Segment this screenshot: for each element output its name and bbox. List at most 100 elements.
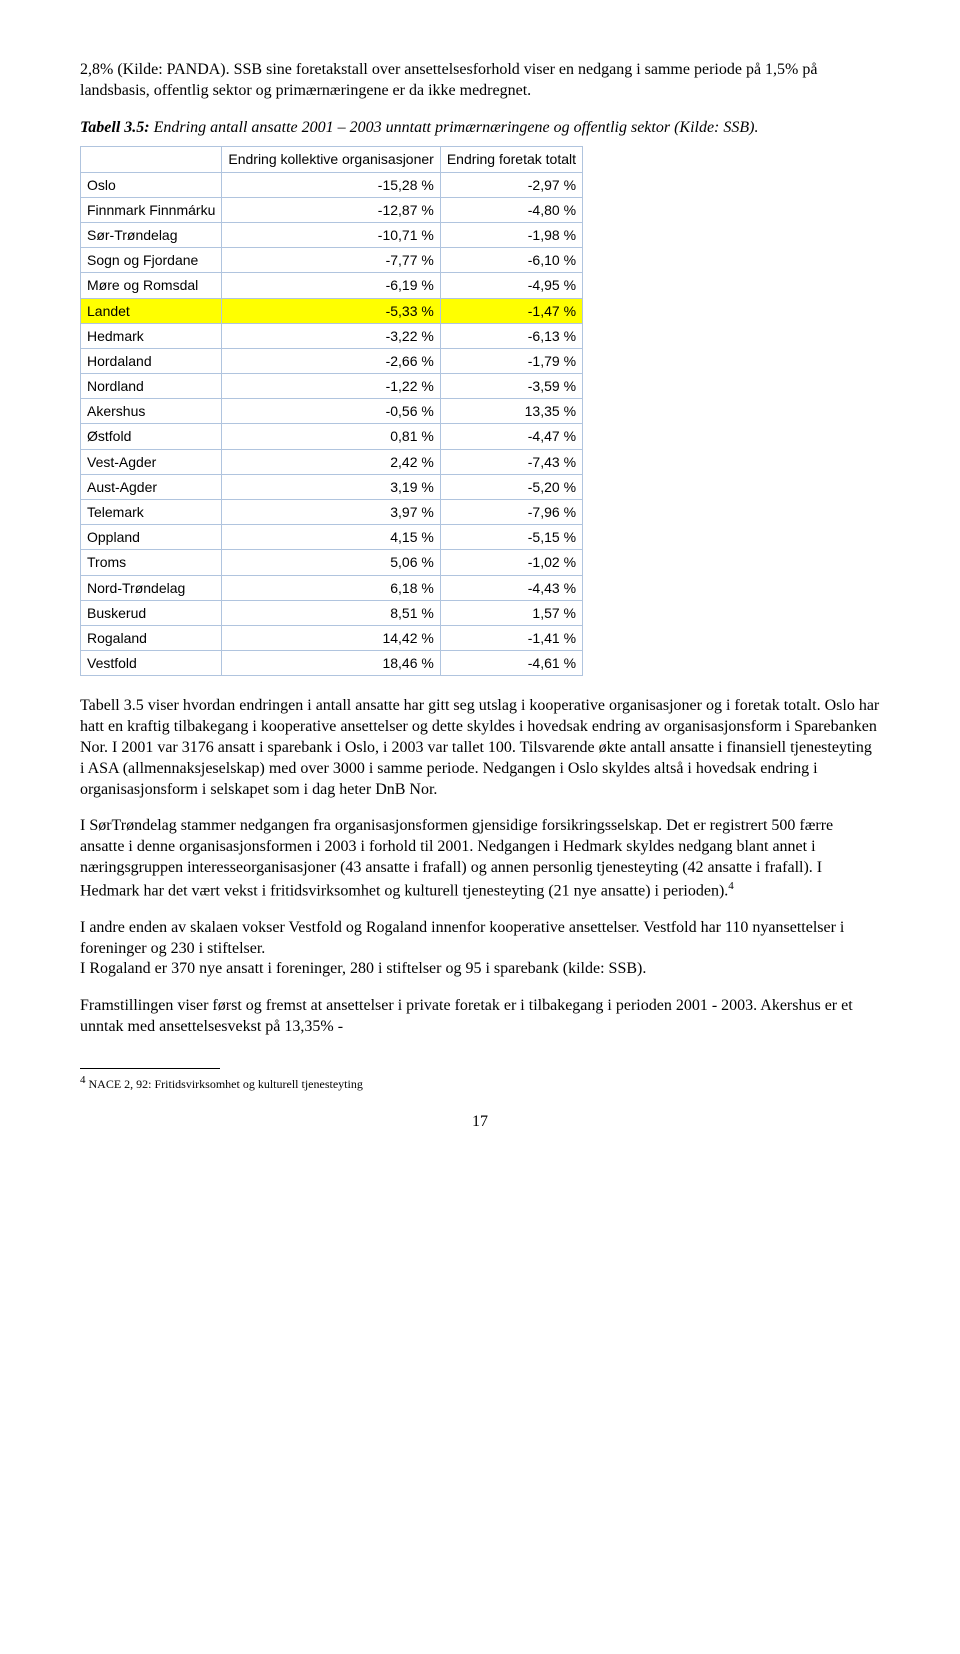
value-cell: -1,22 % (222, 374, 440, 399)
table-row: Finnmark Finnmárku-12,87 %-4,80 % (81, 197, 583, 222)
value-cell: -1,98 % (440, 222, 582, 247)
table-row: Hordaland-2,66 %-1,79 % (81, 348, 583, 373)
region-cell: Nord-Trøndelag (81, 575, 222, 600)
value-cell: 13,35 % (440, 399, 582, 424)
value-cell: -3,59 % (440, 374, 582, 399)
table-caption-label: Tabell 3.5: (80, 119, 150, 136)
region-cell: Telemark (81, 500, 222, 525)
body-paragraph: Framstillingen viser først og fremst at … (80, 996, 880, 1038)
region-cell: Rogaland (81, 625, 222, 650)
value-cell: 1,57 % (440, 600, 582, 625)
region-cell: Hordaland (81, 348, 222, 373)
table-row: Sør-Trøndelag-10,71 %-1,98 % (81, 222, 583, 247)
region-cell: Buskerud (81, 600, 222, 625)
region-cell: Vestfold (81, 651, 222, 676)
value-cell: 14,42 % (222, 625, 440, 650)
body-paragraph: I andre enden av skalaen vokser Vestfold… (80, 918, 880, 980)
footnote: 4 NACE 2, 92: Fritidsvirksomhet og kultu… (80, 1073, 880, 1093)
table-header-cell (81, 147, 222, 172)
region-cell: Akershus (81, 399, 222, 424)
table-caption-text: Endring antall ansatte 2001 – 2003 unnta… (150, 119, 759, 136)
region-cell: Troms (81, 550, 222, 575)
paragraph-text: I Rogaland er 370 nye ansatt i foreninge… (80, 960, 646, 977)
value-cell: -6,19 % (222, 273, 440, 298)
table-row: Buskerud8,51 %1,57 % (81, 600, 583, 625)
value-cell: -4,43 % (440, 575, 582, 600)
table-row: Telemark3,97 %-7,96 % (81, 500, 583, 525)
value-cell: -1,79 % (440, 348, 582, 373)
value-cell: 4,15 % (222, 525, 440, 550)
value-cell: -4,61 % (440, 651, 582, 676)
value-cell: 8,51 % (222, 600, 440, 625)
table-row: Nord-Trøndelag6,18 %-4,43 % (81, 575, 583, 600)
region-cell: Vest-Agder (81, 449, 222, 474)
table-header-row: Endring kollektive organisasjoner Endrin… (81, 147, 583, 172)
value-cell: -2,66 % (222, 348, 440, 373)
region-cell: Hedmark (81, 323, 222, 348)
table-row: Oppland4,15 %-5,15 % (81, 525, 583, 550)
table-row: Oslo-15,28 %-2,97 % (81, 172, 583, 197)
table-row: Sogn og Fjordane-7,77 %-6,10 % (81, 248, 583, 273)
table-row: Østfold0,81 %-4,47 % (81, 424, 583, 449)
body-paragraph: I SørTrøndelag stammer nedgangen fra org… (80, 816, 880, 902)
region-cell: Aust-Agder (81, 474, 222, 499)
value-cell: -1,47 % (440, 298, 582, 323)
table-header-cell: Endring foretak totalt (440, 147, 582, 172)
value-cell: -6,13 % (440, 323, 582, 348)
page-number: 17 (80, 1112, 880, 1133)
table-header-cell: Endring kollektive organisasjoner (222, 147, 440, 172)
paragraph-text: I andre enden av skalaen vokser Vestfold… (80, 919, 844, 957)
footnote-ref: 4 (728, 880, 734, 892)
value-cell: 18,46 % (222, 651, 440, 676)
region-cell: Sør-Trøndelag (81, 222, 222, 247)
value-cell: 0,81 % (222, 424, 440, 449)
value-cell: -2,97 % (440, 172, 582, 197)
data-table: Endring kollektive organisasjoner Endrin… (80, 146, 583, 676)
value-cell: 3,97 % (222, 500, 440, 525)
region-cell: Oppland (81, 525, 222, 550)
footnote-text: NACE 2, 92: Fritidsvirksomhet og kulture… (86, 1077, 363, 1091)
value-cell: -4,47 % (440, 424, 582, 449)
table-caption: Tabell 3.5: Endring antall ansatte 2001 … (80, 118, 880, 139)
value-cell: -6,10 % (440, 248, 582, 273)
value-cell: -3,22 % (222, 323, 440, 348)
region-cell: Finnmark Finnmárku (81, 197, 222, 222)
value-cell: -10,71 % (222, 222, 440, 247)
value-cell: -4,80 % (440, 197, 582, 222)
table-row: Vestfold18,46 %-4,61 % (81, 651, 583, 676)
table-row: Landet-5,33 %-1,47 % (81, 298, 583, 323)
region-cell: Landet (81, 298, 222, 323)
value-cell: 3,19 % (222, 474, 440, 499)
region-cell: Sogn og Fjordane (81, 248, 222, 273)
region-cell: Nordland (81, 374, 222, 399)
value-cell: -15,28 % (222, 172, 440, 197)
region-cell: Møre og Romsdal (81, 273, 222, 298)
table-row: Troms5,06 %-1,02 % (81, 550, 583, 575)
value-cell: -5,15 % (440, 525, 582, 550)
region-cell: Østfold (81, 424, 222, 449)
value-cell: -4,95 % (440, 273, 582, 298)
table-row: Nordland-1,22 %-3,59 % (81, 374, 583, 399)
value-cell: -5,33 % (222, 298, 440, 323)
value-cell: -5,20 % (440, 474, 582, 499)
body-paragraph: Tabell 3.5 viser hvordan endringen i ant… (80, 696, 880, 800)
value-cell: -1,41 % (440, 625, 582, 650)
value-cell: -1,02 % (440, 550, 582, 575)
value-cell: 6,18 % (222, 575, 440, 600)
table-row: Akershus-0,56 %13,35 % (81, 399, 583, 424)
value-cell: -0,56 % (222, 399, 440, 424)
table-row: Møre og Romsdal-6,19 %-4,95 % (81, 273, 583, 298)
value-cell: 5,06 % (222, 550, 440, 575)
value-cell: 2,42 % (222, 449, 440, 474)
region-cell: Oslo (81, 172, 222, 197)
value-cell: -7,96 % (440, 500, 582, 525)
value-cell: -12,87 % (222, 197, 440, 222)
table-row: Aust-Agder3,19 %-5,20 % (81, 474, 583, 499)
table-row: Rogaland14,42 %-1,41 % (81, 625, 583, 650)
value-cell: -7,77 % (222, 248, 440, 273)
value-cell: -7,43 % (440, 449, 582, 474)
footnote-separator (80, 1068, 220, 1069)
table-row: Vest-Agder2,42 %-7,43 % (81, 449, 583, 474)
intro-paragraph: 2,8% (Kilde: PANDA). SSB sine foretaksta… (80, 60, 880, 102)
table-row: Hedmark-3,22 %-6,13 % (81, 323, 583, 348)
